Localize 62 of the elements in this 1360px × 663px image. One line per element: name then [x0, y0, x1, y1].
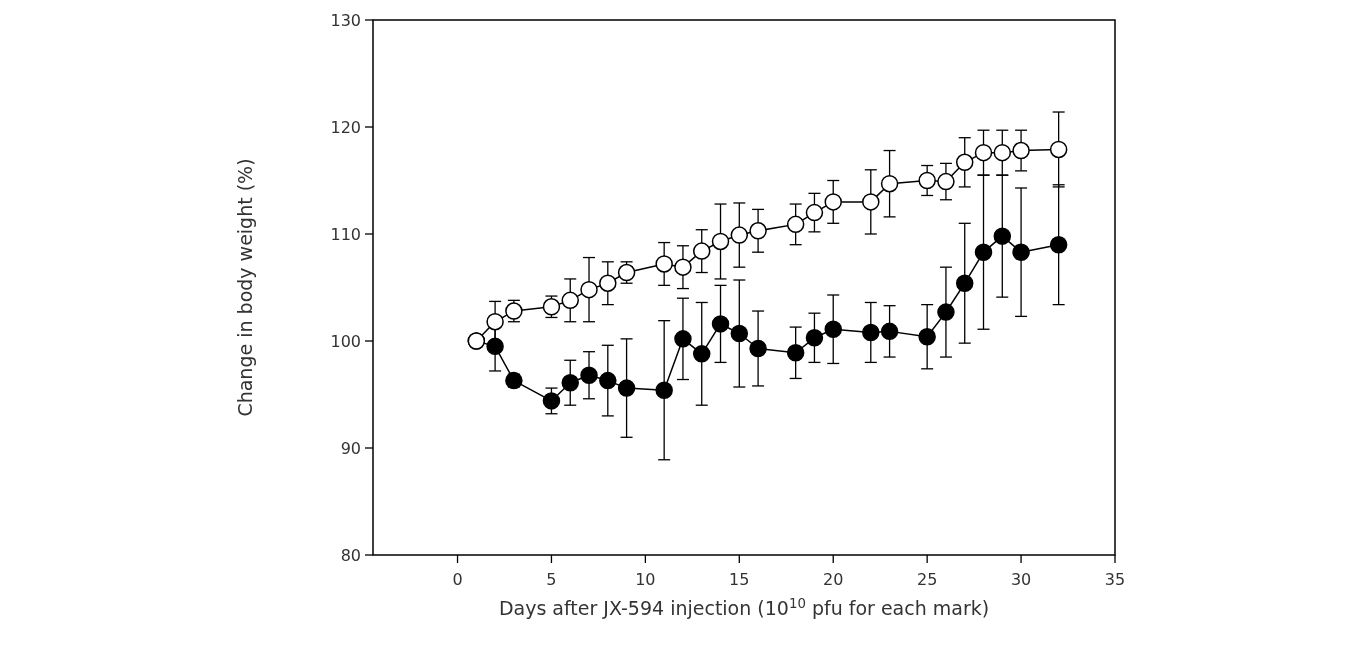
point [655, 381, 673, 399]
x-tick-label: 20 [823, 570, 844, 589]
point [955, 274, 974, 292]
point [674, 330, 692, 348]
point [617, 379, 636, 397]
point [749, 222, 767, 240]
point [692, 345, 711, 363]
x-tick-label: 0 [452, 570, 463, 589]
point [955, 153, 974, 172]
point [974, 143, 993, 162]
point [711, 232, 730, 251]
point [993, 143, 1012, 162]
point [561, 373, 579, 392]
point [937, 303, 955, 321]
x-tick-label: 5 [546, 570, 557, 589]
y-tick-label: 110 [330, 224, 361, 244]
y-tick-label: 90 [340, 438, 361, 458]
y-axis-title: Change in body weight (%) [234, 158, 256, 417]
point [993, 227, 1012, 245]
point [692, 242, 711, 260]
point [786, 215, 805, 234]
point [542, 392, 561, 410]
y-tick-label: 80 [340, 545, 361, 565]
point [974, 243, 993, 261]
point [561, 291, 579, 310]
point [862, 193, 880, 211]
point [1049, 140, 1068, 159]
y-tick-label: 100 [330, 331, 361, 351]
point [824, 320, 842, 338]
point [580, 280, 598, 299]
point [880, 322, 899, 341]
point [880, 174, 899, 193]
point [786, 344, 805, 362]
point [749, 339, 767, 358]
point [862, 323, 880, 342]
x-tick-label: 25 [916, 570, 938, 589]
x-tick-label: 10 [635, 570, 656, 589]
x-tick-label: 30 [1010, 570, 1032, 589]
point [937, 172, 955, 191]
y-tick-label: 120 [330, 117, 361, 137]
point [1012, 141, 1030, 160]
point [805, 203, 824, 222]
point [1049, 235, 1068, 254]
x-tick-label: 15 [729, 570, 750, 589]
point [599, 274, 617, 292]
x-axis-title: Days after JX-594 injection (10$^{10}$ pfu for each mark) [498, 595, 990, 619]
point [599, 371, 617, 390]
x-tick-label: 35 [1104, 570, 1126, 589]
point [711, 315, 730, 333]
point [918, 327, 936, 346]
point [486, 337, 504, 356]
point [805, 329, 824, 347]
point [730, 324, 749, 343]
y-tick-label: 130 [330, 10, 361, 30]
point [674, 258, 692, 276]
point [580, 366, 598, 384]
point [655, 255, 673, 273]
point [730, 226, 749, 244]
point [918, 171, 936, 190]
point [824, 193, 842, 211]
point [1012, 243, 1030, 261]
point [486, 312, 504, 331]
